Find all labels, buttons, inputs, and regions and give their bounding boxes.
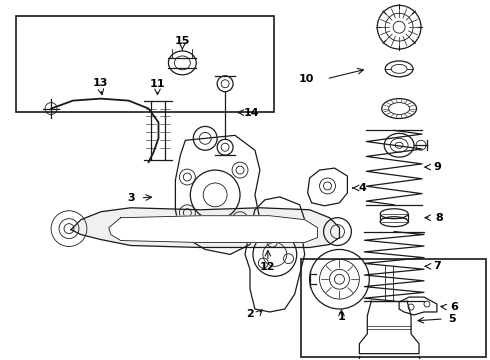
Text: 9: 9 [433, 162, 441, 172]
Text: 3: 3 [127, 193, 134, 203]
Text: 5: 5 [448, 314, 456, 324]
Text: 14: 14 [244, 108, 260, 117]
Text: 4: 4 [358, 183, 366, 193]
Text: 13: 13 [93, 78, 108, 88]
Bar [16, 16, 274, 112]
Text: 10: 10 [299, 74, 315, 84]
Text: 7: 7 [433, 261, 441, 271]
Text: 6: 6 [450, 302, 458, 312]
Polygon shape [71, 208, 340, 247]
Text: 11: 11 [150, 79, 165, 89]
Text: 1: 1 [338, 312, 345, 322]
Text: 8: 8 [435, 213, 443, 223]
Text: 12: 12 [260, 262, 275, 272]
Polygon shape [109, 216, 318, 243]
Text: 2: 2 [246, 309, 254, 319]
Bar [301, 258, 486, 357]
Text: 15: 15 [174, 36, 190, 46]
